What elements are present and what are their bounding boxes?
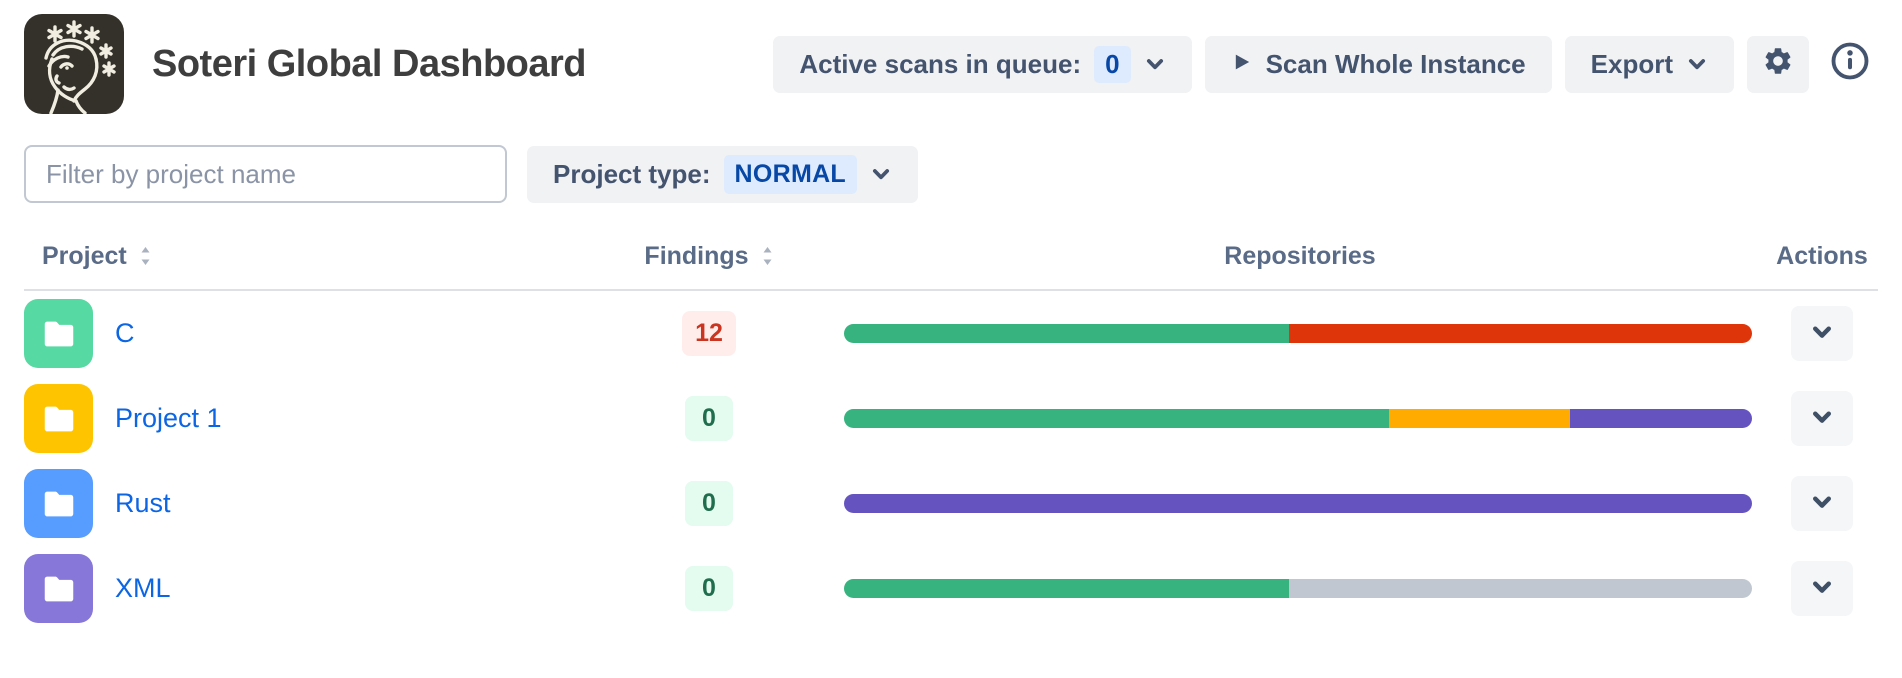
actions-cell (1766, 561, 1878, 616)
project-folder-avatar (24, 469, 93, 538)
play-icon (1231, 49, 1253, 80)
project-link[interactable]: C (115, 318, 135, 348)
active-scans-dropdown[interactable]: Active scans in queue: 0 (773, 35, 1192, 93)
chevron-down-icon (1810, 405, 1834, 432)
project-type-value-badge: NORMAL (723, 154, 858, 194)
repo-status-bar (844, 409, 1752, 428)
gear-icon (1762, 45, 1794, 84)
info-button[interactable] (1822, 36, 1878, 93)
folder-icon (44, 406, 73, 431)
table-row: XML 0 (24, 546, 1878, 631)
top-bar: Soteri Global Dashboard Active scans in … (24, 14, 1878, 114)
project-folder-avatar (24, 384, 93, 453)
row-actions-button[interactable] (1791, 476, 1853, 531)
repositories-cell (834, 494, 1766, 513)
findings-cell: 0 (584, 566, 834, 611)
sort-icon (761, 245, 774, 267)
repo-status-bar (844, 324, 1752, 343)
column-header-actions: Actions (1766, 242, 1878, 271)
actions-cell (1766, 306, 1878, 361)
active-scans-label: Active scans in queue: (799, 48, 1082, 79)
column-header-findings-label: Findings (644, 241, 749, 270)
star-flowers (47, 20, 116, 77)
project-cell: C (24, 299, 584, 368)
column-header-repositories: Repositories (834, 242, 1766, 271)
column-header-project-label: Project (42, 241, 127, 270)
filter-row: Project type: NORMAL (24, 145, 1878, 203)
column-header-project[interactable]: Project (24, 242, 584, 271)
chevron-down-icon (1686, 53, 1708, 75)
table-row: Project 1 0 (24, 376, 1878, 461)
soteri-global-dashboard: Soteri Global Dashboard Active scans in … (24, 14, 1878, 631)
actions-cell (1766, 476, 1878, 531)
row-actions-button[interactable] (1791, 391, 1853, 446)
project-folder-avatar (24, 299, 93, 368)
findings-badge: 0 (685, 396, 733, 441)
repo-segment-not_scanned (1288, 579, 1752, 598)
repo-segment-clean (844, 324, 1289, 343)
project-link[interactable]: XML (115, 573, 171, 603)
row-actions-button[interactable] (1791, 306, 1853, 361)
findings-badge: 0 (685, 481, 733, 526)
scan-whole-instance-button[interactable]: Scan Whole Instance (1204, 35, 1552, 93)
page-title: Soteri Global Dashboard (152, 42, 587, 85)
top-actions: Active scans in queue: 0 Scan Whole Inst… (773, 35, 1878, 93)
soteri-face-illustration (44, 20, 116, 114)
row-actions-button[interactable] (1791, 561, 1853, 616)
repo-segment-other (1570, 409, 1752, 428)
chevron-down-icon (1810, 490, 1834, 517)
findings-cell: 0 (584, 396, 834, 441)
repo-segment-findings (1288, 324, 1752, 343)
table-row: C 12 (24, 291, 1878, 376)
repo-segment-warning (1388, 409, 1571, 428)
project-filter-input[interactable] (24, 145, 507, 203)
export-dropdown[interactable]: Export (1564, 35, 1734, 93)
folder-icon (44, 491, 73, 516)
project-link[interactable]: Rust (115, 488, 171, 518)
settings-button[interactable] (1747, 35, 1809, 93)
chevron-down-icon (870, 163, 892, 185)
findings-badge: 12 (682, 311, 736, 356)
findings-badge: 0 (685, 566, 733, 611)
chevron-down-icon (1810, 320, 1834, 347)
info-icon (1828, 39, 1872, 90)
repo-segment-other (844, 494, 1752, 513)
repo-segment-clean (844, 409, 1389, 428)
project-cell: XML (24, 554, 584, 623)
brand: Soteri Global Dashboard (24, 14, 587, 114)
folder-icon (44, 321, 73, 346)
repositories-cell (834, 409, 1766, 428)
sort-icon (139, 245, 152, 267)
scan-whole-instance-label: Scan Whole Instance (1265, 48, 1526, 79)
repo-status-bar (844, 579, 1752, 598)
projects-table: Project Findings Repositories Actions (24, 239, 1878, 631)
actions-cell (1766, 391, 1878, 446)
table-body: C 12 Project 1 0 (24, 291, 1878, 631)
export-label: Export (1590, 48, 1673, 79)
repo-segment-clean (844, 579, 1289, 598)
project-folder-avatar (24, 554, 93, 623)
findings-cell: 0 (584, 481, 834, 526)
project-cell: Project 1 (24, 384, 584, 453)
table-header: Project Findings Repositories Actions (24, 239, 1878, 273)
project-link[interactable]: Project 1 (115, 403, 222, 433)
chevron-down-icon (1144, 53, 1166, 75)
repositories-cell (834, 324, 1766, 343)
table-row: Rust 0 (24, 461, 1878, 546)
active-scans-count-badge: 0 (1094, 45, 1131, 83)
header-divider (24, 289, 1878, 291)
soteri-logo (24, 14, 124, 114)
project-type-label: Project type: (553, 158, 711, 189)
column-header-repositories-label: Repositories (1224, 241, 1376, 270)
project-cell: Rust (24, 469, 584, 538)
column-header-findings[interactable]: Findings (584, 242, 834, 271)
repositories-cell (834, 579, 1766, 598)
findings-cell: 12 (584, 311, 834, 356)
repo-status-bar (844, 494, 1752, 513)
column-header-actions-label: Actions (1776, 241, 1868, 270)
project-type-dropdown[interactable]: Project type: NORMAL (527, 145, 919, 203)
chevron-down-icon (1810, 575, 1834, 602)
folder-icon (44, 576, 73, 601)
